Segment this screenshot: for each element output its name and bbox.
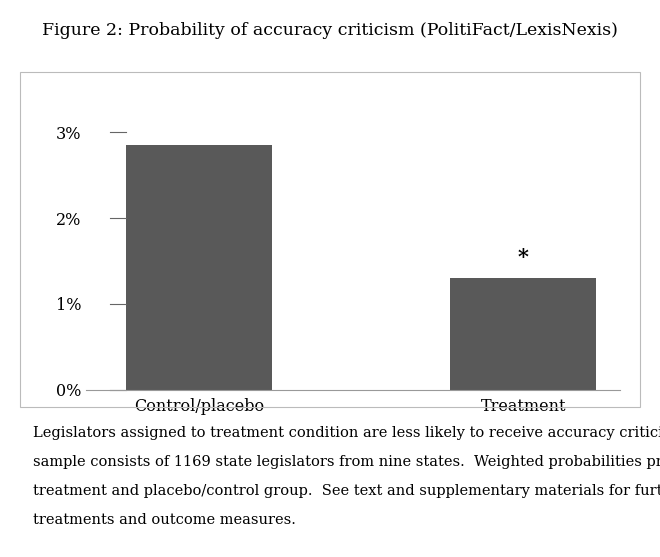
Text: *: *	[517, 247, 529, 267]
Text: Legislators assigned to treatment condition are less likely to receive accuracy : Legislators assigned to treatment condit…	[33, 426, 660, 440]
Text: treatment and placebo/control group.  See text and supplementary materials for f: treatment and placebo/control group. See…	[33, 484, 660, 498]
Bar	[126, 145, 272, 390]
Text: Figure 2: Probability of accuracy criticism (PolitiFact/LexisNexis): Figure 2: Probability of accuracy critic…	[42, 22, 618, 39]
Bar	[450, 278, 596, 390]
Text: sample consists of 1169 state legislators from nine states.  Weighted probabilit: sample consists of 1169 state legislator…	[33, 455, 660, 469]
Text: treatments and outcome measures.: treatments and outcome measures.	[33, 513, 296, 527]
